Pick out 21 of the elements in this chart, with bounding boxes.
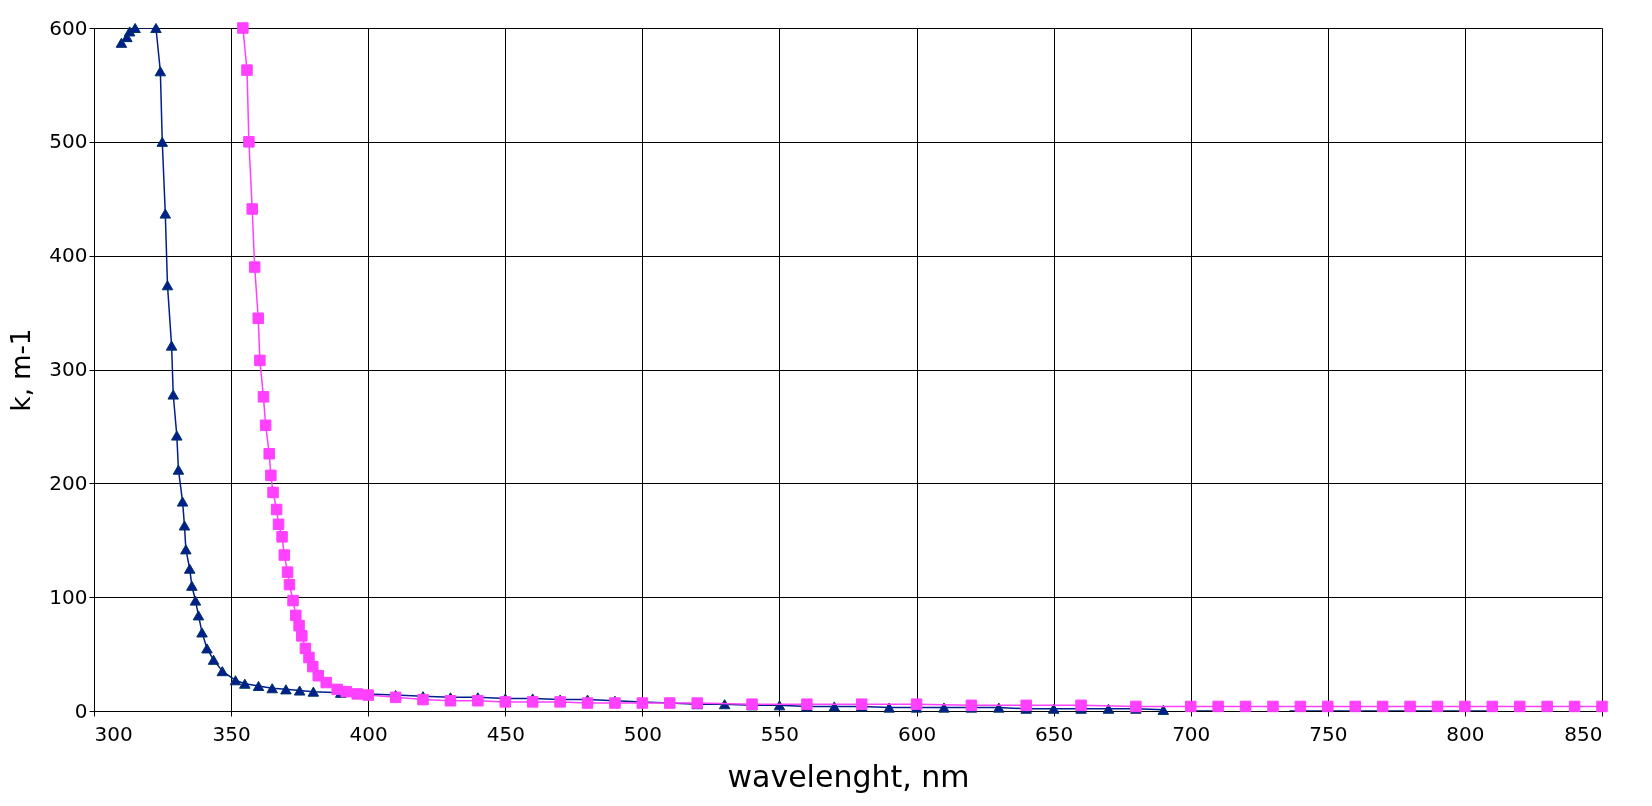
y-tick-label: 100 [49,584,88,609]
x-tick-label: 650 [1035,721,1074,746]
x-tick-label: 300 [94,721,133,746]
x-tick-label: 500 [623,721,662,746]
y-tick-label: 300 [49,357,88,381]
x-tick-label: 550 [760,721,800,746]
y-tick-label: 600 [49,15,88,40]
y-tick-label: 400 [49,243,88,268]
y-tick-label: 200 [49,470,88,495]
x-tick-label: 750 [1309,721,1348,746]
y-tick-label: 0 [74,698,88,723]
x-tick-label: 600 [897,721,937,746]
y-tick-label: 500 [49,129,88,154]
x-tick-label: 450 [486,721,525,746]
x-tick-label: 850 [1564,721,1603,746]
x-tick-label: 800 [1446,721,1485,746]
x-tick-label: 400 [349,721,388,746]
y-axis-title: k, m-1 [6,328,37,412]
x-tick-label: 700 [1172,721,1211,746]
x-axis-title: wavelenght, nm [727,758,970,794]
x-tick-label: 350 [212,721,251,746]
